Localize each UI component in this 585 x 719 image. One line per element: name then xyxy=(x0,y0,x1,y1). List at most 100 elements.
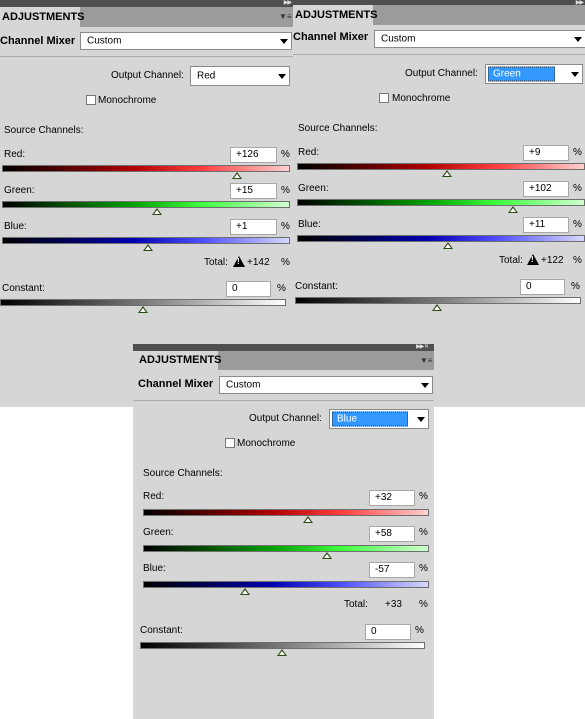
percent-sign: % xyxy=(277,283,286,294)
green-slider-track[interactable] xyxy=(297,199,585,206)
percent-sign: % xyxy=(281,221,290,232)
blue-value-field[interactable]: +11 xyxy=(523,217,569,233)
monochrome-label: Monochrome xyxy=(98,95,157,106)
separator xyxy=(133,400,434,401)
channel-mixer-title: Channel Mixer xyxy=(293,31,369,43)
tab-adjustments[interactable]: ADJUSTMENTS xyxy=(133,351,222,370)
blue-value-field[interactable]: -57 xyxy=(369,562,415,578)
percent-sign: % xyxy=(281,257,290,268)
percent-sign: % xyxy=(419,491,428,502)
monochrome-checkbox[interactable] xyxy=(86,95,96,105)
panel-top-strip xyxy=(133,344,434,351)
blue-slider-thumb[interactable] xyxy=(143,244,153,251)
double-chevron-right-icon[interactable]: ▶▶ ✕ xyxy=(416,344,429,350)
constant-value-field[interactable]: 0 xyxy=(226,281,271,297)
green-slider-thumb[interactable] xyxy=(152,208,162,215)
blue-slider-track[interactable] xyxy=(143,581,429,588)
constant-slider-track[interactable] xyxy=(140,642,425,649)
percent-sign: % xyxy=(573,219,582,230)
separator xyxy=(293,54,585,55)
red-slider-thumb[interactable] xyxy=(232,172,242,179)
blue-label: Blue: xyxy=(298,219,321,230)
monochrome-checkbox[interactable] xyxy=(379,93,389,103)
green-slider-thumb[interactable] xyxy=(508,206,518,213)
percent-sign: % xyxy=(571,281,580,292)
panel-menu-icon[interactable]: ▼≡ xyxy=(279,12,292,21)
channel-mixer-title: Channel Mixer xyxy=(138,378,214,390)
output-channel-label: Output Channel: xyxy=(405,68,478,79)
total-value: +33 xyxy=(385,599,402,610)
channel-mixer-title: Channel Mixer xyxy=(0,35,76,47)
percent-sign: % xyxy=(573,183,582,194)
blue-value-field[interactable]: +1 xyxy=(230,219,277,235)
constant-slider-thumb[interactable] xyxy=(277,649,287,656)
red-slider-thumb[interactable] xyxy=(442,170,452,177)
constant-label: Constant: xyxy=(140,625,183,636)
constant-slider-thumb[interactable] xyxy=(138,306,148,313)
source-channels-label: Source Channels: xyxy=(298,123,378,134)
output-channel-select[interactable]: Red xyxy=(190,66,290,86)
constant-value-field[interactable]: 0 xyxy=(365,624,411,640)
adjustments-panel-red: ▶▶ ADJUSTMENTS ▼≡ Channel Mixer Custom O… xyxy=(0,0,293,407)
constant-label: Constant: xyxy=(295,281,338,292)
red-label: Red: xyxy=(4,149,26,160)
panel-tab-bar: ADJUSTMENTS xyxy=(293,5,585,25)
percent-sign: % xyxy=(419,563,428,574)
total-label: Total: xyxy=(344,599,368,610)
green-value-field[interactable]: +58 xyxy=(369,526,415,542)
monochrome-label: Monochrome xyxy=(237,438,296,449)
green-label: Green: xyxy=(4,185,35,196)
chevron-down-icon xyxy=(417,417,425,422)
double-chevron-right-icon[interactable]: ▶▶ xyxy=(575,0,584,6)
preset-select[interactable]: Custom xyxy=(374,30,585,48)
green-slider-thumb[interactable] xyxy=(322,552,332,559)
blue-slider-thumb[interactable] xyxy=(240,588,250,595)
red-value-field[interactable]: +9 xyxy=(523,145,569,161)
monochrome-checkbox[interactable] xyxy=(225,438,235,448)
chevron-down-icon xyxy=(278,74,286,79)
preset-select[interactable]: Custom xyxy=(80,32,292,50)
chevron-down-icon xyxy=(574,37,582,42)
green-value-field[interactable]: +15 xyxy=(230,183,277,199)
red-slider-thumb[interactable] xyxy=(303,516,313,523)
monochrome-label: Monochrome xyxy=(392,93,451,104)
chevron-down-icon xyxy=(280,39,288,44)
preset-select[interactable]: Custom xyxy=(219,376,433,394)
double-chevron-right-icon[interactable]: ▶▶ xyxy=(283,0,292,6)
constant-value-field[interactable]: 0 xyxy=(520,279,565,295)
percent-sign: % xyxy=(419,599,428,610)
output-channel-select[interactable]: Blue xyxy=(329,409,429,429)
red-slider-track[interactable] xyxy=(2,165,290,172)
tab-adjustments[interactable]: ADJUSTMENTS xyxy=(0,7,85,27)
percent-sign: % xyxy=(419,527,428,538)
tab-adjustments[interactable]: ADJUSTMENTS xyxy=(293,5,378,25)
constant-slider-track[interactable] xyxy=(295,297,581,304)
percent-sign: % xyxy=(573,255,582,266)
separator xyxy=(0,56,293,57)
chevron-down-icon xyxy=(571,72,579,77)
blue-slider-thumb[interactable] xyxy=(443,242,453,249)
output-channel-label: Output Channel: xyxy=(111,70,184,81)
constant-label: Constant: xyxy=(2,283,45,294)
panel-menu-icon[interactable]: ▼≡ xyxy=(420,356,433,365)
red-slider-track[interactable] xyxy=(297,163,585,170)
green-value-field[interactable]: +102 xyxy=(523,181,569,197)
warning-icon xyxy=(527,254,539,265)
panel-tab-bar: ADJUSTMENTS ▼≡ xyxy=(133,351,434,370)
red-value-field[interactable]: +126 xyxy=(230,147,277,163)
output-channel-label: Output Channel: xyxy=(249,413,322,424)
green-slider-track[interactable] xyxy=(143,545,429,552)
red-value-field[interactable]: +32 xyxy=(369,490,415,506)
blue-slider-track[interactable] xyxy=(297,235,585,242)
percent-sign: % xyxy=(281,185,290,196)
constant-slider-track[interactable] xyxy=(0,299,286,306)
green-slider-track[interactable] xyxy=(2,201,290,208)
red-slider-track[interactable] xyxy=(143,509,429,516)
percent-sign: % xyxy=(281,149,290,160)
output-channel-select[interactable]: Green xyxy=(485,64,583,84)
blue-label: Blue: xyxy=(143,563,166,574)
blue-slider-track[interactable] xyxy=(2,237,290,244)
green-label: Green: xyxy=(143,527,174,538)
constant-slider-thumb[interactable] xyxy=(432,304,442,311)
total-value: +142 xyxy=(247,257,270,268)
